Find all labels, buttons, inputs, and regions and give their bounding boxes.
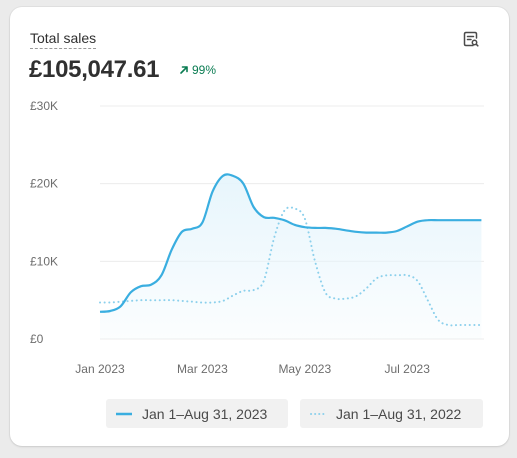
- view-report-button[interactable]: [459, 27, 483, 51]
- arrow-up-right-icon: [180, 66, 188, 74]
- legend-item-current[interactable]: Jan 1–Aug 31, 2023: [106, 399, 288, 428]
- series-area-current: [100, 174, 482, 339]
- x-tick-label-2: May 2023: [278, 362, 331, 376]
- solid-line-swatch: [116, 412, 132, 415]
- x-tick-label-1: Mar 2023: [177, 362, 228, 376]
- total-sales-card: Total sales £105,047.61 99% £0 £10K £20K £3…: [10, 7, 509, 446]
- legend-label-current: Jan 1–Aug 31, 2023: [142, 405, 268, 422]
- legend-label-previous: Jan 1–Aug 31, 2022: [336, 405, 462, 422]
- sales-line-chart: £0 £10K £20K £30K Jan 2023 Mar 2023 May 2023 Ju…: [30, 99, 484, 376]
- change-badge: 99%: [179, 63, 216, 77]
- series-line-current: [99, 173, 482, 313]
- dotted-line-swatch: [310, 412, 326, 415]
- metric-title[interactable]: Total sales: [30, 30, 97, 49]
- report-search-icon: [463, 31, 479, 47]
- legend-item-previous[interactable]: Jan 1–Aug 31, 2022: [300, 399, 483, 428]
- y-tick-label-0: £0: [30, 332, 44, 346]
- y-tick-label-3: £30K: [30, 99, 58, 113]
- y-tick-label-1: £10K: [30, 254, 58, 268]
- series-line-previous: [99, 206, 483, 327]
- x-tick-label-0: Jan 2023: [75, 362, 125, 376]
- total-value: £105,047.61: [29, 56, 160, 83]
- x-tick-label-3: Jul 2023: [385, 362, 431, 376]
- change-value: 99%: [192, 63, 217, 77]
- y-tick-label-2: £20K: [30, 177, 58, 191]
